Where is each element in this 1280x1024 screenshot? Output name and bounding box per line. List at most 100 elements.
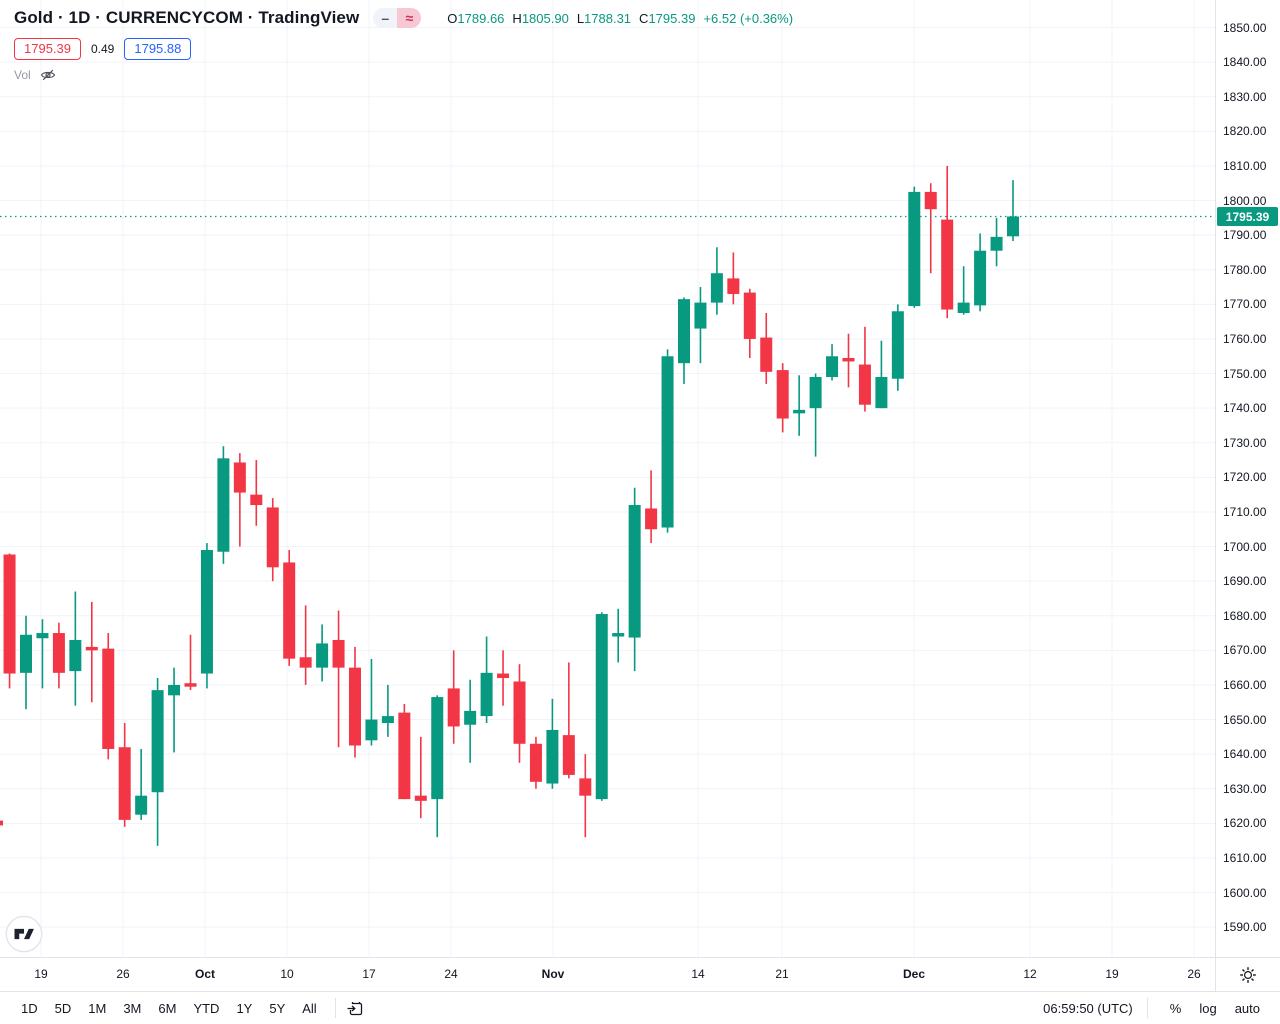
candle [546,698,559,789]
candle [480,636,493,724]
candle [891,304,904,391]
candle-wick [41,619,44,689]
auto-scale-button[interactable]: auto [1234,1000,1260,1016]
price-tick-label: 1770.00 [1223,297,1267,312]
candle-body [184,683,197,687]
candle [184,634,197,691]
change-value: +6.52 (+0.36%) [703,10,794,26]
candle [941,165,954,319]
range-button-1d[interactable]: 1D [14,998,45,1019]
candle-body [233,462,246,493]
candle-body [168,684,181,696]
ohlc-readout: O1789.66 H1805.90 L1788.31 C1795.39 +6.5… [447,11,793,26]
ask-price-button[interactable]: 1795.88 [124,37,192,60]
dash-toggle-icon[interactable]: – [373,8,398,28]
candle-body [1007,216,1019,237]
candle [743,288,756,358]
candle-body [546,729,559,784]
price-axis[interactable]: 1850.00 1840.00 1830.00 1820.00 1810.00 1800.… [1215,0,1280,957]
time-axis-label: 12 [1023,967,1037,981]
range-button-1y[interactable]: 1Y [229,998,259,1019]
range-button-3m[interactable]: 3M [116,998,148,1019]
range-button-ytd[interactable]: YTD [186,998,226,1019]
candle [760,312,773,384]
candle [529,736,542,789]
chart-canvas[interactable] [0,0,1215,957]
candle [414,736,427,819]
spread-value: 0.49 [91,41,115,56]
candle [299,605,312,685]
price-tick-label: 1670.00 [1223,643,1267,658]
candle [842,333,855,388]
close-label: C [639,10,649,26]
approx-toggle-icon[interactable]: ≈ [397,8,422,28]
header-toggle[interactable]: – ≈ [373,8,422,28]
candle [809,373,822,457]
time-axis-label: 24 [444,967,458,981]
candle-body [661,356,674,528]
time-axis-label: 26 [116,967,130,981]
price-tick-label: 1810.00 [1223,158,1267,173]
candle [69,591,82,706]
time-axis-label: 19 [34,967,48,981]
candle [875,340,888,409]
candle-wick [173,667,175,753]
last-price-label: 1795.39 [1217,207,1278,226]
candle [3,553,16,689]
high-value: 1805.90 [521,10,569,26]
candle-wick [304,605,307,685]
candle-wick [650,470,652,544]
candle [233,453,246,547]
candle-body [217,458,230,552]
range-button-1m[interactable]: 1M [81,998,113,1019]
go-to-date-button[interactable] [344,997,367,1020]
low-label: L [576,10,585,26]
candle [710,247,723,315]
range-button-6m[interactable]: 6M [151,998,183,1019]
clock[interactable]: 06:59:50 (UTC) [1043,1000,1133,1016]
candle [398,703,411,800]
range-button-all[interactable]: All [295,998,323,1019]
candle [513,664,526,763]
price-tick-label: 1660.00 [1223,677,1267,692]
candle-body [595,614,608,800]
tv-logo-glyph [14,928,34,940]
candle [381,684,394,737]
candle-wick [387,684,389,737]
range-button-5y[interactable]: 5Y [262,998,292,1019]
percent-scale-button[interactable]: % [1169,1000,1182,1016]
candle-body [694,302,707,329]
axis-settings-corner[interactable] [1215,957,1280,991]
candle [118,723,131,827]
eye-hidden-icon[interactable] [40,68,56,82]
candle [562,662,575,779]
candle-wick [370,658,373,746]
candle-body [497,673,510,679]
candle-body [20,634,32,673]
candle-wick [814,373,817,457]
candle-body [200,550,213,674]
bid-price-button[interactable]: 1795.39 [14,37,81,60]
candle-body [678,299,690,364]
price-tick-label: 1700.00 [1223,539,1267,554]
candle-body [135,795,148,815]
candle-body [842,357,855,362]
candle-body [529,743,542,782]
candle [793,375,806,436]
price-tick-label: 1630.00 [1223,781,1267,796]
time-axis[interactable]: 19 26 Oct 10 17 24 Nov 14 21 Dec 12 19 26 [0,957,1215,991]
price-tick-label: 1680.00 [1223,608,1267,623]
range-button-5d[interactable]: 5D [48,998,79,1019]
candle-wick [239,453,241,547]
tradingview-logo[interactable] [5,915,43,958]
log-scale-button[interactable]: log [1199,1000,1217,1016]
candle-body [743,292,756,339]
candle-body [151,690,164,793]
time-axis-label: Oct [194,967,216,981]
candle-body [464,710,477,725]
candle [316,624,329,682]
gear-icon[interactable] [1239,966,1257,984]
candle-body [266,507,279,568]
candle-body [513,681,526,744]
time-axis-label: 17 [362,967,376,981]
